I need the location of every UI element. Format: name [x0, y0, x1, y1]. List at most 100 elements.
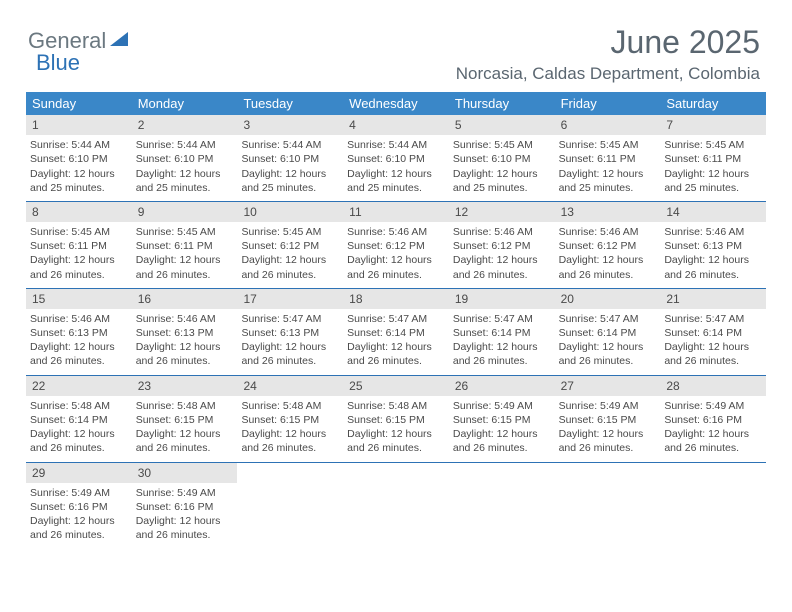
daylight-line: Daylight: 12 hours and 26 minutes. — [26, 253, 132, 281]
daylight-line: Daylight: 12 hours and 26 minutes. — [26, 514, 132, 542]
day-number: 6 — [555, 115, 661, 135]
day-cell: 11Sunrise: 5:46 AMSunset: 6:12 PMDayligh… — [343, 202, 449, 288]
day-cell: 16Sunrise: 5:46 AMSunset: 6:13 PMDayligh… — [132, 289, 238, 375]
sunrise-line: Sunrise: 5:47 AM — [343, 312, 449, 326]
week-row: 22Sunrise: 5:48 AMSunset: 6:14 PMDayligh… — [26, 376, 766, 463]
day-number: 28 — [660, 376, 766, 396]
daylight-line: Daylight: 12 hours and 26 minutes. — [132, 340, 238, 368]
day-cell: 25Sunrise: 5:48 AMSunset: 6:15 PMDayligh… — [343, 376, 449, 462]
sunrise-line: Sunrise: 5:49 AM — [132, 486, 238, 500]
sunset-line: Sunset: 6:14 PM — [660, 326, 766, 340]
day-cell: 20Sunrise: 5:47 AMSunset: 6:14 PMDayligh… — [555, 289, 661, 375]
day-cell: 18Sunrise: 5:47 AMSunset: 6:14 PMDayligh… — [343, 289, 449, 375]
sunrise-line: Sunrise: 5:45 AM — [26, 225, 132, 239]
sunset-line: Sunset: 6:12 PM — [343, 239, 449, 253]
sunrise-line: Sunrise: 5:45 AM — [555, 138, 661, 152]
sunset-line: Sunset: 6:14 PM — [555, 326, 661, 340]
day-cell: 27Sunrise: 5:49 AMSunset: 6:15 PMDayligh… — [555, 376, 661, 462]
day-cell: 5Sunrise: 5:45 AMSunset: 6:10 PMDaylight… — [449, 115, 555, 201]
day-cell: 17Sunrise: 5:47 AMSunset: 6:13 PMDayligh… — [237, 289, 343, 375]
sunset-line: Sunset: 6:11 PM — [555, 152, 661, 166]
sunset-line: Sunset: 6:11 PM — [132, 239, 238, 253]
sunrise-line: Sunrise: 5:47 AM — [660, 312, 766, 326]
sunrise-line: Sunrise: 5:46 AM — [343, 225, 449, 239]
day-number: 27 — [555, 376, 661, 396]
day-number: 22 — [26, 376, 132, 396]
sunset-line: Sunset: 6:13 PM — [26, 326, 132, 340]
day-number: 23 — [132, 376, 238, 396]
day-cell: 23Sunrise: 5:48 AMSunset: 6:15 PMDayligh… — [132, 376, 238, 462]
dow-header: Wednesday — [343, 92, 449, 115]
daylight-line: Daylight: 12 hours and 26 minutes. — [449, 340, 555, 368]
sunset-line: Sunset: 6:15 PM — [237, 413, 343, 427]
dow-header: Tuesday — [237, 92, 343, 115]
dow-header: Sunday — [26, 92, 132, 115]
day-cell: 14Sunrise: 5:46 AMSunset: 6:13 PMDayligh… — [660, 202, 766, 288]
day-number: 25 — [343, 376, 449, 396]
day-cell: 22Sunrise: 5:48 AMSunset: 6:14 PMDayligh… — [26, 376, 132, 462]
day-cell: 3Sunrise: 5:44 AMSunset: 6:10 PMDaylight… — [237, 115, 343, 201]
sunset-line: Sunset: 6:14 PM — [449, 326, 555, 340]
daylight-line: Daylight: 12 hours and 26 minutes. — [660, 427, 766, 455]
daylight-line: Daylight: 12 hours and 26 minutes. — [660, 253, 766, 281]
daylight-line: Daylight: 12 hours and 26 minutes. — [132, 427, 238, 455]
sunrise-line: Sunrise: 5:49 AM — [26, 486, 132, 500]
sunrise-line: Sunrise: 5:46 AM — [660, 225, 766, 239]
day-cell — [660, 463, 766, 549]
daylight-line: Daylight: 12 hours and 25 minutes. — [237, 167, 343, 195]
daylight-line: Daylight: 12 hours and 25 minutes. — [449, 167, 555, 195]
daylight-line: Daylight: 12 hours and 26 minutes. — [237, 253, 343, 281]
day-number: 24 — [237, 376, 343, 396]
sunset-line: Sunset: 6:14 PM — [343, 326, 449, 340]
day-cell: 7Sunrise: 5:45 AMSunset: 6:11 PMDaylight… — [660, 115, 766, 201]
day-cell: 13Sunrise: 5:46 AMSunset: 6:12 PMDayligh… — [555, 202, 661, 288]
page-title: June 2025 — [611, 24, 760, 61]
week-row: 8Sunrise: 5:45 AMSunset: 6:11 PMDaylight… — [26, 202, 766, 289]
day-number: 10 — [237, 202, 343, 222]
calendar: SundayMondayTuesdayWednesdayThursdayFrid… — [26, 92, 766, 548]
daylight-line: Daylight: 12 hours and 26 minutes. — [343, 253, 449, 281]
day-number: 9 — [132, 202, 238, 222]
sunrise-line: Sunrise: 5:45 AM — [449, 138, 555, 152]
day-cell: 21Sunrise: 5:47 AMSunset: 6:14 PMDayligh… — [660, 289, 766, 375]
dow-header-row: SundayMondayTuesdayWednesdayThursdayFrid… — [26, 92, 766, 115]
daylight-line: Daylight: 12 hours and 25 minutes. — [343, 167, 449, 195]
dow-header: Thursday — [449, 92, 555, 115]
sunset-line: Sunset: 6:12 PM — [449, 239, 555, 253]
sunrise-line: Sunrise: 5:44 AM — [237, 138, 343, 152]
day-cell — [237, 463, 343, 549]
daylight-line: Daylight: 12 hours and 26 minutes. — [26, 427, 132, 455]
day-number: 14 — [660, 202, 766, 222]
logo-text-blue-wrap: Blue — [36, 50, 80, 76]
day-cell: 28Sunrise: 5:49 AMSunset: 6:16 PMDayligh… — [660, 376, 766, 462]
daylight-line: Daylight: 12 hours and 25 minutes. — [132, 167, 238, 195]
day-cell — [555, 463, 661, 549]
daylight-line: Daylight: 12 hours and 26 minutes. — [343, 427, 449, 455]
sunrise-line: Sunrise: 5:46 AM — [555, 225, 661, 239]
day-cell — [343, 463, 449, 549]
sunset-line: Sunset: 6:16 PM — [132, 500, 238, 514]
daylight-line: Daylight: 12 hours and 25 minutes. — [555, 167, 661, 195]
day-cell: 12Sunrise: 5:46 AMSunset: 6:12 PMDayligh… — [449, 202, 555, 288]
day-cell: 29Sunrise: 5:49 AMSunset: 6:16 PMDayligh… — [26, 463, 132, 549]
sunrise-line: Sunrise: 5:44 AM — [132, 138, 238, 152]
day-number: 3 — [237, 115, 343, 135]
day-number: 12 — [449, 202, 555, 222]
sunset-line: Sunset: 6:16 PM — [660, 413, 766, 427]
day-cell: 4Sunrise: 5:44 AMSunset: 6:10 PMDaylight… — [343, 115, 449, 201]
day-number: 17 — [237, 289, 343, 309]
sunset-line: Sunset: 6:15 PM — [132, 413, 238, 427]
sunset-line: Sunset: 6:13 PM — [132, 326, 238, 340]
sail-icon — [110, 32, 128, 46]
daylight-line: Daylight: 12 hours and 26 minutes. — [132, 253, 238, 281]
day-cell: 10Sunrise: 5:45 AMSunset: 6:12 PMDayligh… — [237, 202, 343, 288]
day-number: 13 — [555, 202, 661, 222]
day-cell: 9Sunrise: 5:45 AMSunset: 6:11 PMDaylight… — [132, 202, 238, 288]
day-cell — [449, 463, 555, 549]
day-number: 29 — [26, 463, 132, 483]
daylight-line: Daylight: 12 hours and 26 minutes. — [449, 253, 555, 281]
sunrise-line: Sunrise: 5:48 AM — [343, 399, 449, 413]
day-number: 2 — [132, 115, 238, 135]
sunrise-line: Sunrise: 5:47 AM — [555, 312, 661, 326]
daylight-line: Daylight: 12 hours and 26 minutes. — [237, 427, 343, 455]
